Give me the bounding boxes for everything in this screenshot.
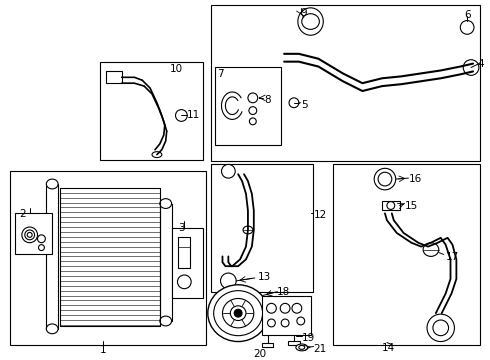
Circle shape (39, 245, 45, 251)
Ellipse shape (208, 285, 269, 342)
Ellipse shape (47, 179, 58, 189)
Ellipse shape (214, 291, 263, 336)
Circle shape (297, 317, 305, 325)
Bar (211, 165, 314, 292)
Bar (382, 201, 400, 210)
Text: 10: 10 (170, 64, 183, 73)
Ellipse shape (230, 306, 246, 320)
Text: 4: 4 (478, 59, 485, 69)
Text: 8: 8 (265, 95, 271, 105)
Bar (100, 62, 203, 159)
Circle shape (427, 314, 454, 342)
Text: 19: 19 (302, 333, 315, 343)
Ellipse shape (27, 233, 32, 237)
Text: 2: 2 (19, 210, 25, 220)
Text: 17: 17 (445, 252, 459, 262)
Bar (15, 213, 52, 255)
Text: 11: 11 (187, 109, 200, 120)
Bar (172, 228, 203, 298)
Circle shape (248, 93, 258, 103)
Text: 5: 5 (301, 100, 307, 110)
Text: 6: 6 (464, 10, 470, 20)
Bar (160, 203, 172, 321)
Circle shape (220, 273, 236, 289)
Circle shape (281, 319, 289, 327)
Ellipse shape (299, 346, 305, 349)
Circle shape (249, 107, 257, 114)
Ellipse shape (296, 344, 308, 351)
Text: 9: 9 (301, 8, 307, 18)
Bar (211, 5, 480, 162)
Ellipse shape (160, 199, 172, 208)
Text: 7: 7 (217, 68, 223, 78)
Circle shape (234, 309, 242, 317)
Ellipse shape (378, 172, 392, 186)
Circle shape (289, 98, 299, 108)
Text: 12: 12 (314, 210, 327, 220)
Ellipse shape (298, 8, 323, 35)
Circle shape (38, 235, 46, 243)
Ellipse shape (25, 230, 35, 240)
Circle shape (175, 109, 187, 121)
Circle shape (268, 319, 275, 327)
Circle shape (433, 320, 448, 336)
Bar (178, 237, 190, 268)
Bar (215, 67, 281, 145)
Ellipse shape (423, 243, 439, 256)
Text: 18: 18 (277, 287, 291, 297)
Circle shape (267, 303, 276, 313)
Ellipse shape (243, 226, 253, 234)
Ellipse shape (152, 152, 162, 158)
Circle shape (460, 21, 474, 34)
Text: 13: 13 (258, 272, 271, 282)
Bar (333, 165, 480, 346)
Bar (10, 171, 206, 346)
Circle shape (463, 60, 479, 75)
Text: 15: 15 (405, 201, 418, 211)
Ellipse shape (22, 227, 38, 243)
Circle shape (221, 165, 235, 178)
Ellipse shape (374, 168, 396, 190)
Circle shape (177, 275, 191, 289)
Ellipse shape (222, 298, 254, 328)
Bar (262, 342, 273, 347)
Text: 3: 3 (178, 223, 185, 233)
Text: 16: 16 (409, 174, 422, 184)
Circle shape (280, 303, 290, 313)
Bar (262, 296, 311, 335)
Text: 14: 14 (382, 342, 395, 352)
Ellipse shape (160, 316, 172, 326)
Ellipse shape (47, 324, 58, 334)
Bar (288, 341, 300, 346)
Circle shape (387, 202, 395, 210)
Bar (47, 184, 58, 329)
Ellipse shape (302, 14, 319, 30)
Bar (106, 71, 122, 83)
Text: 20: 20 (253, 349, 266, 359)
Text: 1: 1 (100, 346, 106, 355)
Circle shape (292, 303, 302, 313)
Text: 21: 21 (314, 345, 327, 355)
Circle shape (249, 118, 256, 125)
